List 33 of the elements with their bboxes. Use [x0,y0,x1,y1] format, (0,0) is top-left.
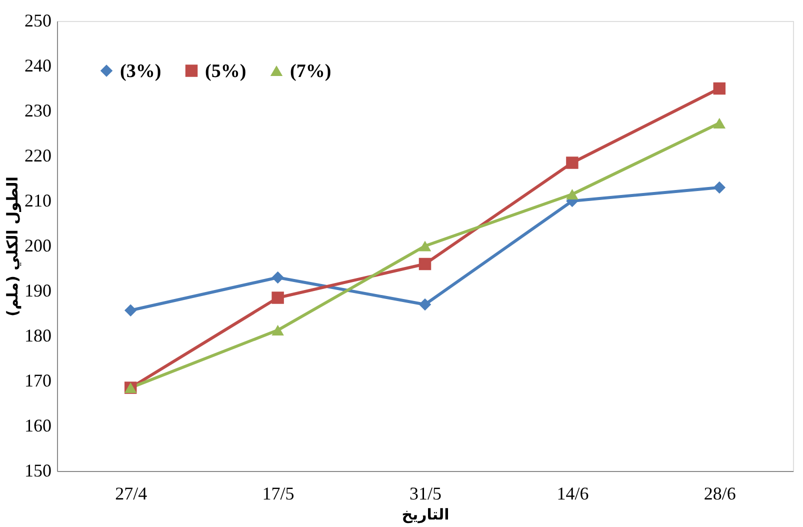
y-tick-label: 250 [24,10,52,30]
point [566,156,578,169]
y-tick-label: 170 [24,370,52,390]
point [272,271,284,284]
point [713,181,726,194]
legend-label: (3%) [120,60,162,82]
x-axis-title: التاريخ [402,506,450,524]
y-tick-label: 240 [24,56,52,76]
x-tick-label: 27/4 [115,484,148,504]
point [272,292,284,304]
y-tick-label: 150 [24,460,52,480]
y-tick-label: 230 [24,100,52,120]
y-axis-title: الطول الكلي (ملم) [4,176,22,316]
point [713,118,726,128]
y-tick-label: 190 [24,280,52,300]
point [272,324,284,336]
point [124,304,137,316]
x-tick-label: 14/6 [556,484,589,504]
point [566,188,578,200]
y-tick-label: 210 [24,190,52,210]
y-tick-label: 220 [24,146,52,166]
legend-label: (5%) [205,60,246,82]
point [713,82,726,95]
x-tick-label: 28/6 [704,484,736,504]
point [418,258,432,270]
y-tick-label: 200 [24,236,52,256]
point [418,298,432,311]
y-tick-label: 180 [24,326,52,346]
legend-label: (7%) [290,60,332,82]
x-tick-label: 31/5 [409,484,442,504]
y-tick-label: 160 [24,416,52,436]
point [418,240,432,252]
x-tick-label: 17/5 [262,484,294,504]
